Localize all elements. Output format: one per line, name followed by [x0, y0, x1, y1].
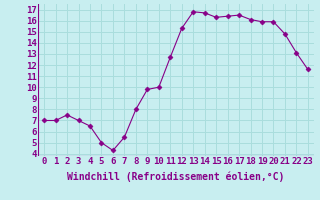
X-axis label: Windchill (Refroidissement éolien,°C): Windchill (Refroidissement éolien,°C): [67, 172, 285, 182]
